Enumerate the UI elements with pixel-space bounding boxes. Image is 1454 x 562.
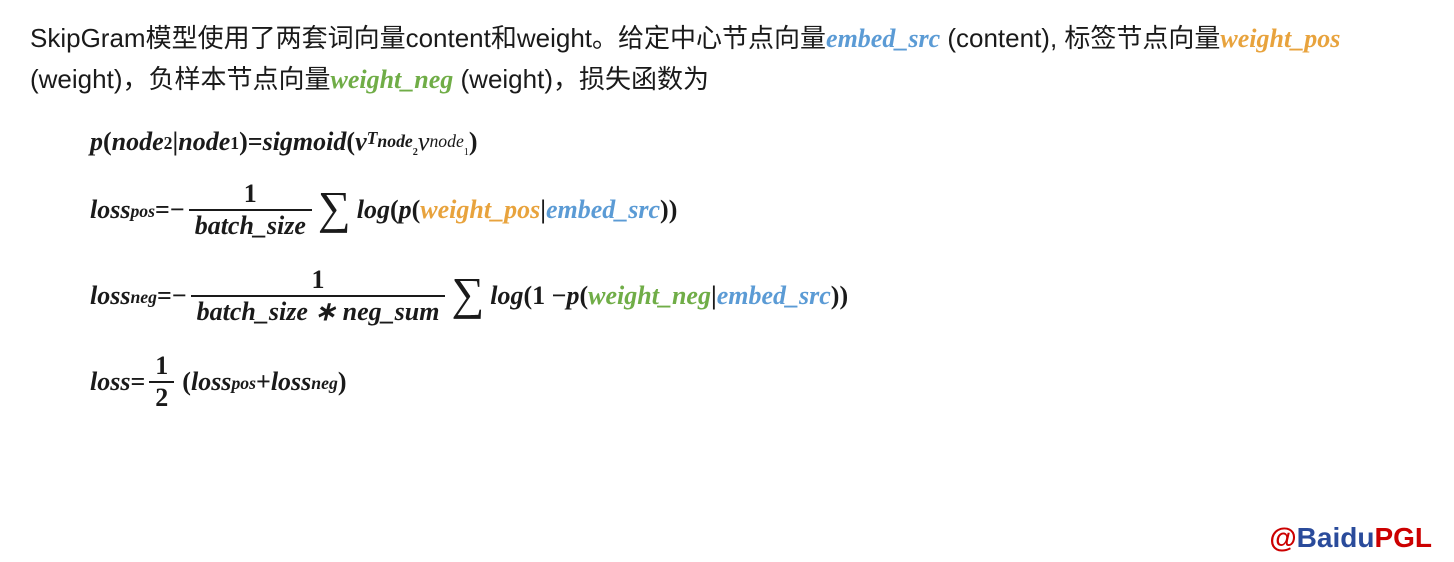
eq3-close2: ) — [831, 283, 840, 309]
watermark-baidu: Baidu — [1297, 522, 1375, 553]
eq1-sigmoid: sigmoid — [263, 129, 347, 155]
eq4-open: ( — [182, 369, 191, 395]
eq1-node1: node — [178, 129, 230, 155]
eq2-close1: ) — [669, 197, 678, 223]
eq3-wn: weight_neg — [588, 283, 711, 309]
eq4-close: ) — [338, 369, 347, 395]
eq2-open2: ( — [412, 197, 421, 223]
intro-seg2: (content), 标签节点向量 — [940, 23, 1220, 53]
eq3-open2: ( — [579, 283, 588, 309]
equation-block: p(node2|node1) = sigmoid(vTnode2vnode1) … — [30, 129, 1424, 413]
eq4-losspos-sub: pos — [231, 375, 256, 393]
eq1-open: ( — [103, 129, 112, 155]
eq2-frac-num: 1 — [238, 179, 263, 209]
eq4-eq: = — [130, 369, 145, 395]
equation-loss-pos: losspos = − 1 batch_size ∑ log (p(weight… — [90, 179, 1424, 241]
eq3-es: embed_src — [717, 283, 831, 309]
eq2-p: p — [399, 197, 412, 223]
eq3-close1: ) — [839, 283, 848, 309]
eq2-neg: − — [170, 197, 185, 223]
eq3-lhs-sub: neg — [130, 289, 157, 307]
eq4-lossneg: loss — [271, 369, 311, 395]
intro-seg4: (weight)，损失函数为 — [453, 64, 709, 94]
sigma-icon: ∑ — [318, 185, 351, 231]
equation-loss-total: loss = 1 2 (losspos + lossneg) — [90, 351, 1424, 413]
eq1-v2-sub: node1 — [429, 133, 468, 155]
term-weight-pos: weight_pos — [1220, 24, 1340, 53]
eq1-p: p — [90, 129, 103, 155]
eq1-v1: v — [355, 129, 367, 155]
eq2-frac: 1 batch_size — [189, 179, 312, 241]
intro-paragraph: SkipGram模型使用了两套词向量content和weight。给定中心节点向… — [30, 18, 1424, 101]
eq3-p: p — [566, 283, 579, 309]
eq1-node2-sub: 2 — [164, 135, 173, 153]
watermark: @BaiduPGL — [1269, 522, 1432, 554]
intro-seg1: SkipGram模型使用了两套词向量content和weight。给定中心节点向… — [30, 23, 826, 53]
eq3-open1: ( — [523, 283, 532, 309]
eq1-node2: node — [112, 129, 164, 155]
eq3-oneminus: 1 − — [532, 283, 566, 309]
eq4-frac-num: 1 — [149, 351, 174, 381]
eq1-close: ) — [239, 129, 248, 155]
watermark-pgl: PGL — [1374, 522, 1432, 553]
intro-seg3: (weight)，负样本节点向量 — [30, 64, 330, 94]
eq2-log: log — [357, 197, 390, 223]
eq4-lhs: loss — [90, 369, 130, 395]
eq3-frac-den: batch_size ∗ neg_sum — [191, 297, 446, 327]
eq3-frac-num: 1 — [306, 265, 331, 295]
sigma-icon: ∑ — [451, 271, 484, 317]
eq4-plus: + — [256, 369, 271, 395]
eq3-frac: 1 batch_size ∗ neg_sum — [191, 265, 446, 327]
eq2-es: embed_src — [546, 197, 660, 223]
equation-loss-neg: lossneg = − 1 batch_size ∗ neg_sum ∑ log… — [90, 265, 1424, 327]
term-weight-neg: weight_neg — [330, 65, 453, 94]
eq4-frac-den: 2 — [149, 383, 174, 413]
eq4-frac: 1 2 — [149, 351, 174, 413]
eq2-close2: ) — [660, 197, 669, 223]
eq2-open1: ( — [390, 197, 399, 223]
eq1-node1-sub: 1 — [230, 135, 239, 153]
eq4-lossneg-sub: neg — [311, 375, 338, 393]
eq3-log: log — [490, 283, 523, 309]
eq3-lhs: loss — [90, 283, 130, 309]
eq1-eq: = — [248, 129, 263, 155]
eq3-eq: = — [157, 283, 172, 309]
watermark-at: @ — [1269, 522, 1296, 553]
eq2-wp: weight_pos — [420, 197, 540, 223]
eq1-rclose: ) — [469, 129, 478, 155]
eq2-eq: = — [155, 197, 170, 223]
eq1-v1-sup: T — [367, 130, 378, 148]
eq2-lhs-sub: pos — [130, 203, 155, 221]
eq2-frac-den: batch_size — [189, 211, 312, 241]
equation-prob: p(node2|node1) = sigmoid(vTnode2vnode1) — [90, 129, 1424, 155]
eq1-v1-sub: node2 — [377, 133, 417, 155]
eq2-lhs: loss — [90, 197, 130, 223]
eq3-neg: − — [172, 283, 187, 309]
eq4-losspos: loss — [191, 369, 231, 395]
eq1-ropen: ( — [346, 129, 355, 155]
eq1-v2: v — [418, 129, 430, 155]
term-embed-src: embed_src — [826, 24, 940, 53]
